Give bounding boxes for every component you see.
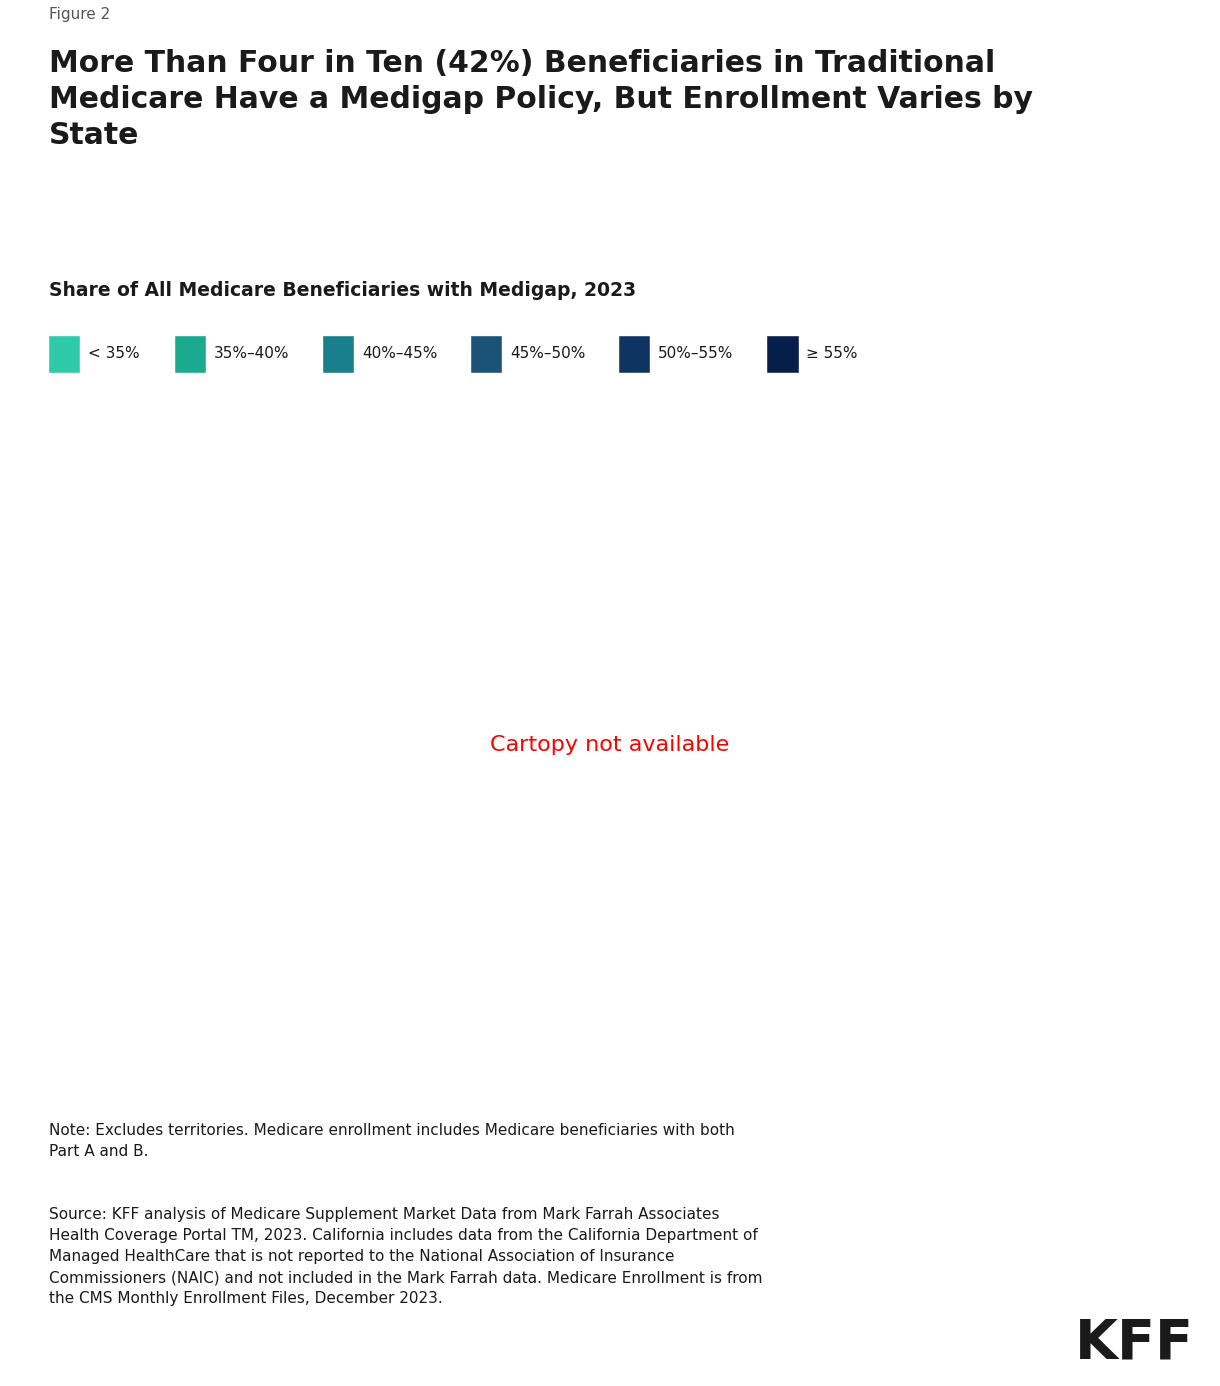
Bar	[619, 337, 650, 373]
Text: 40%–45%: 40%–45%	[362, 346, 437, 362]
Bar	[471, 337, 503, 373]
Text: Share of All Medicare Beneficiaries with Medigap, 2023: Share of All Medicare Beneficiaries with…	[49, 280, 636, 299]
Text: Source: KFF analysis of Medicare Supplement Market Data from Mark Farrah Associa: Source: KFF analysis of Medicare Supplem…	[49, 1207, 762, 1306]
Text: 45%–50%: 45%–50%	[510, 346, 586, 362]
Text: More Than Four in Ten (42%) Beneficiaries in Traditional
Medicare Have a Medigap: More Than Four in Ten (42%) Beneficiarie…	[49, 50, 1033, 150]
Text: 50%–55%: 50%–55%	[659, 346, 733, 362]
Text: ≥ 55%: ≥ 55%	[806, 346, 858, 362]
Text: < 35%: < 35%	[88, 346, 140, 362]
Text: Cartopy not available: Cartopy not available	[490, 735, 730, 755]
Bar	[767, 337, 799, 373]
Text: Note: Excludes territories. Medicare enrollment includes Medicare beneficiaries : Note: Excludes territories. Medicare enr…	[49, 1123, 734, 1159]
Text: 35%–40%: 35%–40%	[214, 346, 289, 362]
Bar	[174, 337, 206, 373]
Bar	[322, 337, 354, 373]
Text: KFF: KFF	[1075, 1317, 1194, 1371]
Text: Figure 2: Figure 2	[49, 7, 110, 22]
Bar	[49, 337, 81, 373]
